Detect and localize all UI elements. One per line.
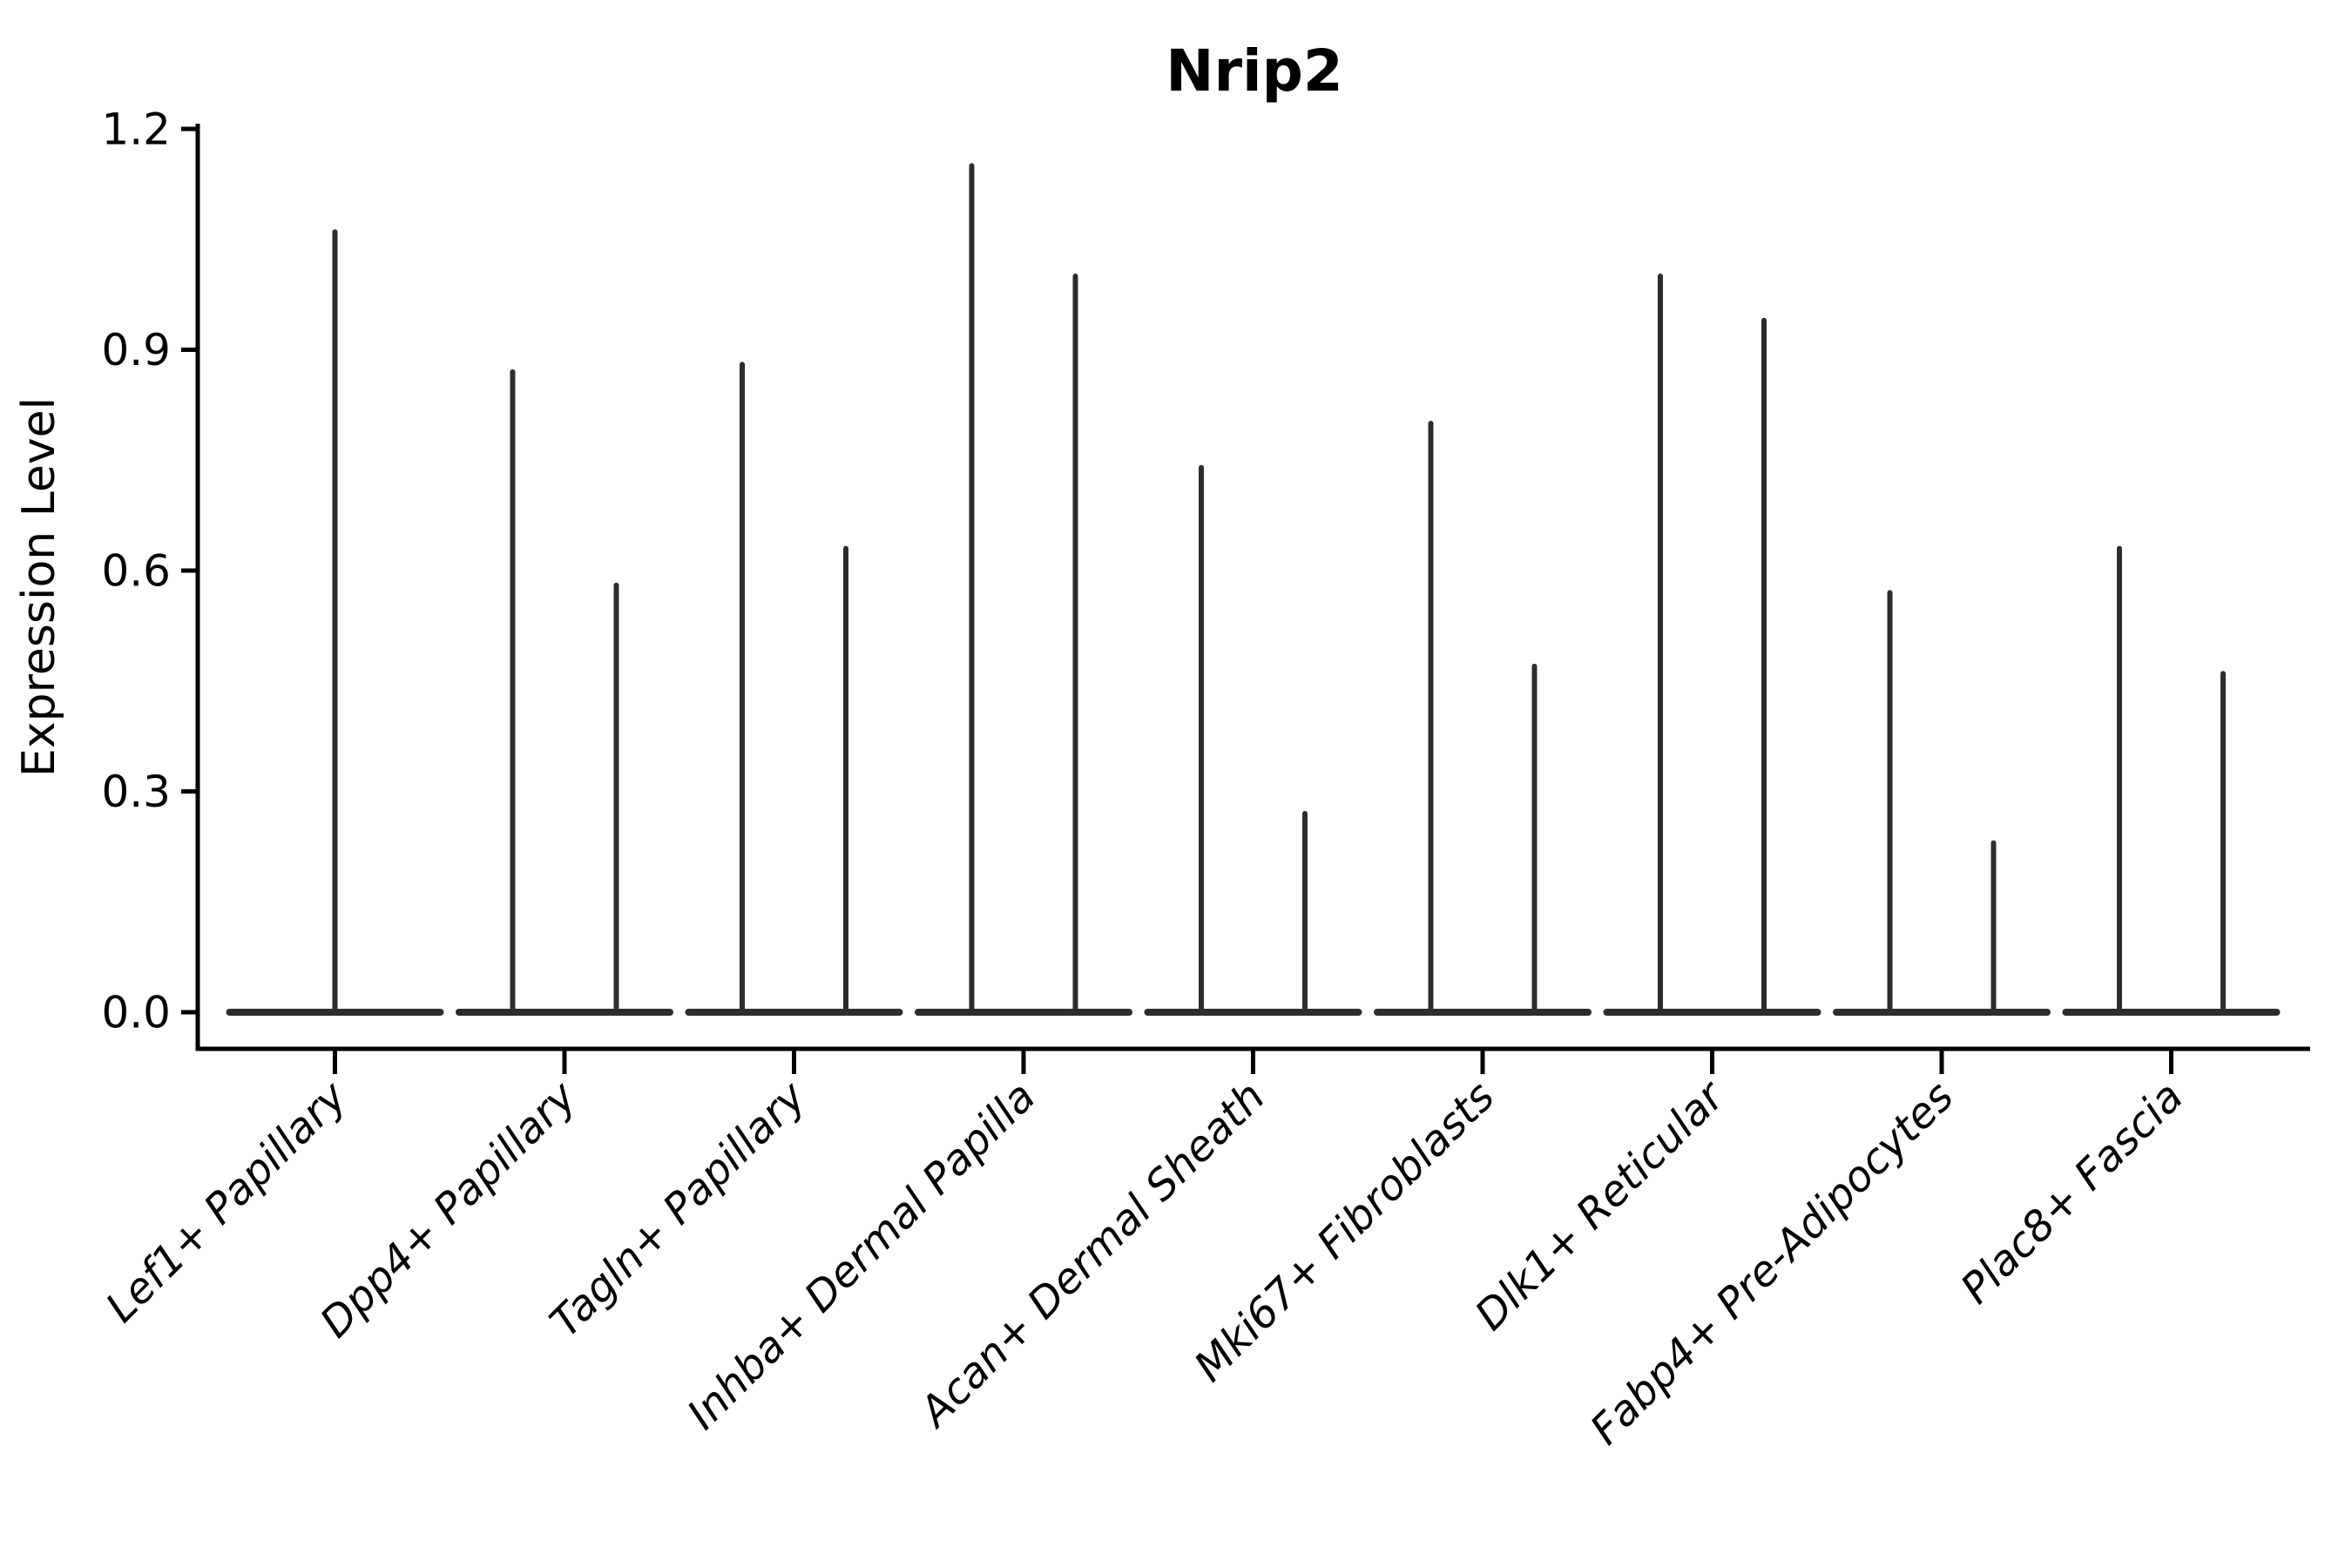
x-tick-label: Tagln+ Papillary — [541, 1071, 816, 1347]
y-tick-label: 0.3 — [101, 767, 171, 817]
chart-title: Nrip2 — [1166, 37, 1343, 105]
x-tick-label: Dlk1+ Reticular — [1466, 1071, 1736, 1341]
x-tick-label: Dpp4+ Papillary — [311, 1071, 586, 1347]
y-tick-label: 1.2 — [101, 105, 171, 155]
x-tick-label: Fabp4+ Pre-Adipocytes — [1581, 1072, 1963, 1455]
y-tick-label: 0.0 — [101, 988, 171, 1038]
x-tick-label: Lef1+ Papillary — [97, 1071, 357, 1332]
y-axis-label: Expression Level — [13, 397, 65, 777]
y-tick-label: 0.9 — [101, 325, 171, 375]
y-tick-label: 0.6 — [101, 546, 171, 597]
x-tick-label: Plac8+ Fascia — [1951, 1072, 2193, 1314]
